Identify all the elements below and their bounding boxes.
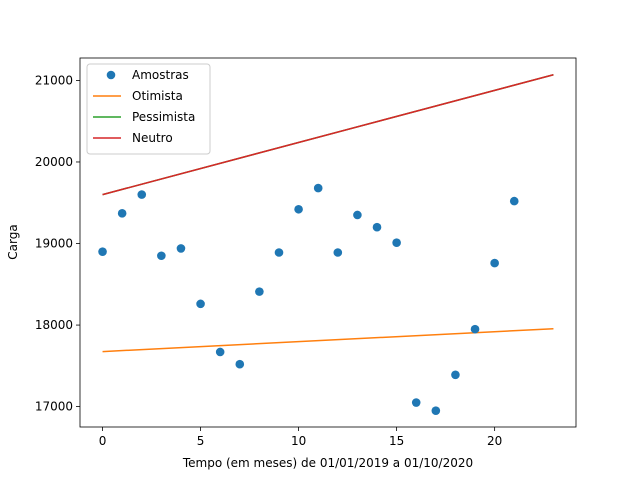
x-axis-label: Tempo (em meses) de 01/01/2019 a 01/10/2… [182,456,473,470]
x-tick-label: 10 [291,434,306,448]
scatter-point [196,299,205,309]
scatter-point [353,210,362,220]
legend-label: Amostras [132,68,189,82]
scatter-point [274,248,284,257]
y-axis-label: Carga [6,224,20,259]
scatter-point [509,196,519,206]
legend-label: Neutro [132,131,173,145]
scatter-point [137,190,147,199]
scatter-point [176,244,186,253]
scatter-point [255,287,264,296]
x-tick-label: 0 [99,434,107,448]
scatter-point [372,222,382,232]
scatter-point [215,347,225,357]
scatter-point [333,248,343,257]
scatter-point [392,238,401,247]
legend: Amostras Otimista Pessimista Neutro [86,63,211,155]
line-neutro [102,73,554,196]
plot-points [98,183,519,415]
scatter-point [117,209,127,218]
plot-lines [102,73,554,353]
scatter-point [294,204,303,214]
scatter-point [470,324,480,334]
legend-marker [106,70,116,80]
scatter-point [235,359,245,369]
scatter-point [98,247,107,256]
legend-label: Pessimista [132,110,195,124]
y-tick-label: 18000 [35,318,73,332]
scatter-point [451,370,460,380]
x-tick-label: 5 [197,434,205,448]
scatter-point [490,258,499,268]
y-tick-label: 21000 [35,73,73,87]
x-tick-label: 15 [389,434,404,448]
y-tick-label: 20000 [35,155,73,169]
scatter-point [431,406,441,415]
y-axis-ticks: 17000 18000 19000 20000 21000 [35,73,80,414]
x-tick-label: 20 [487,434,502,448]
x-axis-ticks: 0 5 10 15 20 [99,427,502,448]
scatter-point [157,251,166,261]
legend-box [86,63,211,155]
axes-frame [79,57,577,428]
line-otimista [102,327,554,353]
scatter-point [411,398,421,407]
scatter-point [313,183,323,193]
y-tick-label: 19000 [35,237,73,251]
legend-label: Otimista [132,89,183,103]
y-tick-label: 17000 [35,400,73,414]
